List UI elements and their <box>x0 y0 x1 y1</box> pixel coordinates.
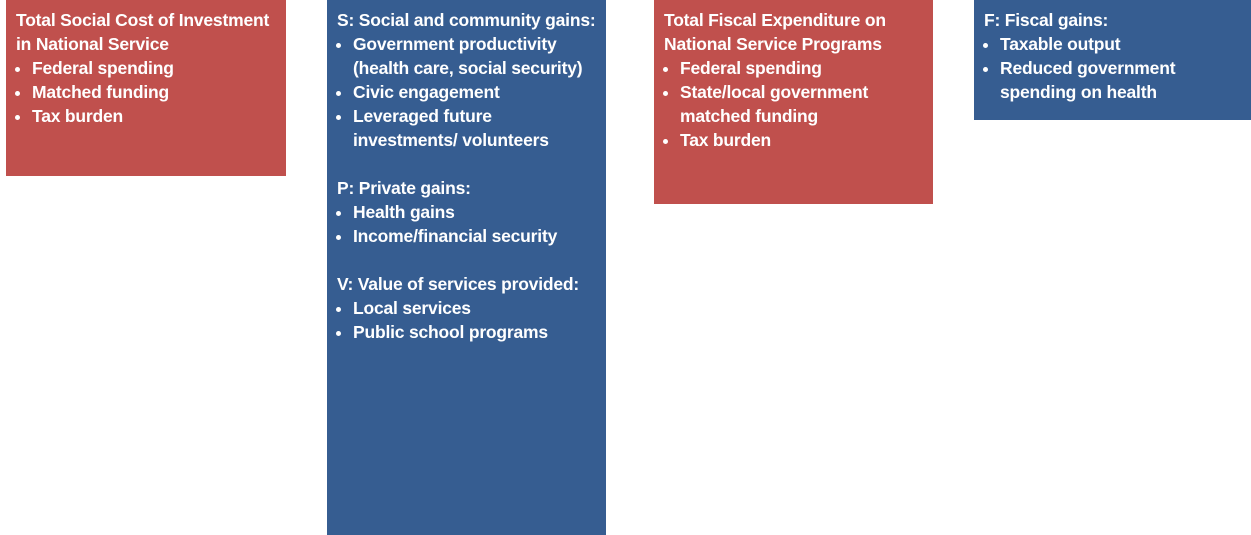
box: F: Fiscal gains:Taxable outputReduced go… <box>974 0 1251 120</box>
bullet-item: Income/financial security <box>353 224 598 248</box>
bullet-list: Federal spendingState/local government m… <box>664 56 925 152</box>
bullet-item: Civic engagement <box>353 80 598 104</box>
bullet-item: Tax burden <box>32 104 278 128</box>
section: V: Value of services provided:Local serv… <box>337 272 598 344</box>
bullet-item: Government productivity (health care, so… <box>353 32 598 80</box>
section: F: Fiscal gains:Taxable outputReduced go… <box>984 8 1243 104</box>
bullet-item: Health gains <box>353 200 598 224</box>
section: Total Fiscal Expenditure on National Ser… <box>664 8 925 152</box>
bullet-list: Government productivity (health care, so… <box>337 32 598 152</box>
section: Total Social Cost of Investment in Natio… <box>16 8 278 128</box>
bullet-item: State/local government matched funding <box>680 80 925 128</box>
bullet-list: Taxable outputReduced government spendin… <box>984 32 1243 104</box>
bullet-item: Public school programs <box>353 320 598 344</box>
box: Total Social Cost of Investment in Natio… <box>6 0 286 176</box>
bullet-item: Federal spending <box>32 56 278 80</box>
section: P: Private gains:Health gainsIncome/fina… <box>337 176 598 248</box>
bullet-item: Tax burden <box>680 128 925 152</box>
bullet-list: Health gainsIncome/financial security <box>337 200 598 248</box>
bullet-item: Matched funding <box>32 80 278 104</box>
box: S: Social and community gains:Government… <box>327 0 606 535</box>
bullet-list: Federal spendingMatched fundingTax burde… <box>16 56 278 128</box>
bullet-item: Taxable output <box>1000 32 1243 56</box>
section-heading: F: Fiscal gains: <box>984 10 1109 30</box>
bullet-item: Local services <box>353 296 598 320</box>
section-heading: P: Private gains: <box>337 178 471 198</box>
bullet-list: Local servicesPublic school programs <box>337 296 598 344</box>
bullet-item: Federal spending <box>680 56 925 80</box>
section-heading: V: Value of services provided: <box>337 274 580 294</box>
bullet-item: Leveraged future investments/ volunteers <box>353 104 598 152</box>
section-heading: Total Fiscal Expenditure on National Ser… <box>664 10 886 54</box>
bullet-item: Reduced government spending on health <box>1000 56 1243 104</box>
section: S: Social and community gains:Government… <box>337 8 598 152</box>
section-heading: S: Social and community gains: <box>337 10 596 30</box>
box: Total Fiscal Expenditure on National Ser… <box>654 0 933 204</box>
section-heading: Total Social Cost of Investment in Natio… <box>16 10 270 54</box>
